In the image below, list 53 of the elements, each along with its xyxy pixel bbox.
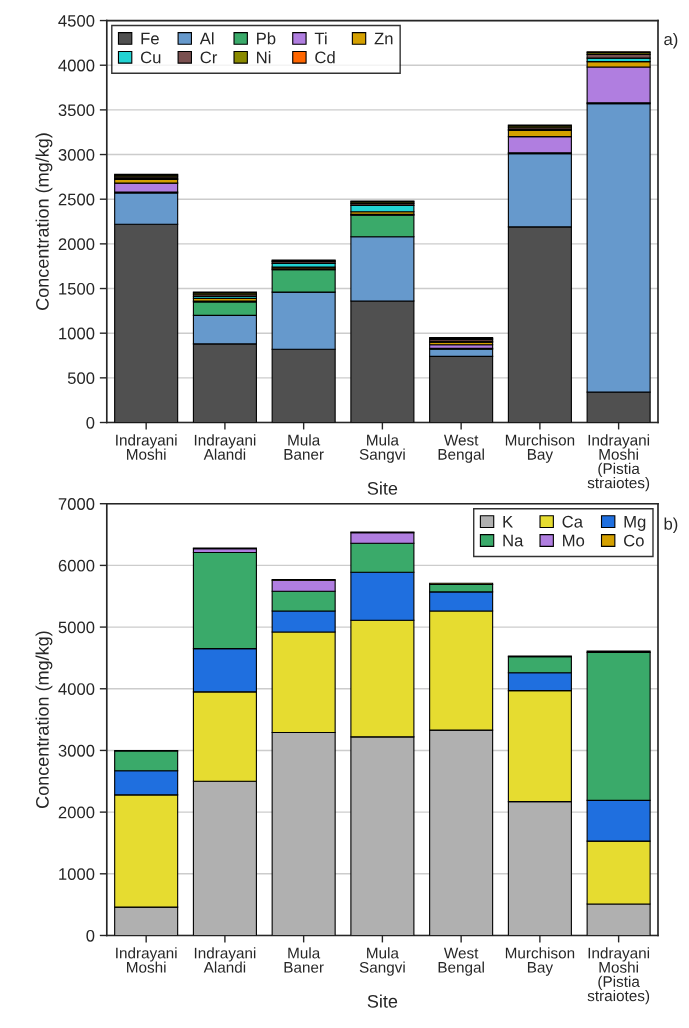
y-tick-label: 3500 [58, 104, 95, 117]
y-tick-label: 500 [67, 372, 95, 385]
legend-label: K [503, 516, 513, 528]
y-tick-label: 1000 [59, 327, 95, 340]
x-axis-title: Site [367, 994, 398, 1008]
x-tick-label: Mula Baner [284, 434, 324, 460]
y-tick-label: 2000 [58, 806, 95, 819]
x-tick-label: Indrayani Moshi (Pistia straiotes) [587, 947, 650, 1005]
y-tick-label: 0 [86, 929, 95, 942]
x-tick-label: West Bengal [438, 947, 484, 976]
legend-label: Cd [315, 51, 335, 64]
legend-label: Cr [200, 51, 218, 64]
legend-label: Ti [314, 32, 327, 45]
x-tick-label: Mula Sangvi [359, 434, 405, 463]
y-tick-label: 5000 [58, 621, 95, 634]
x-tick-label: Indrayani Moshi [116, 434, 177, 460]
y-tick-label: 2500 [58, 193, 95, 206]
y-tick-label: 7000 [58, 498, 95, 510]
y-tick-label: 0 [86, 416, 95, 429]
y-tick-label: 2000 [58, 238, 95, 251]
text: a) [664, 32, 678, 49]
legend-label: Cu [140, 51, 161, 64]
y-tick-label: 1000 [59, 868, 95, 880]
text: b) [664, 517, 678, 534]
legend-label: Co [624, 534, 644, 547]
x-tick-label: Murchison Bay [505, 947, 575, 976]
x-tick-label: Indrayani Moshi (Pistia straiotes) [587, 434, 650, 492]
x-tick-label: West Bengal [438, 434, 484, 463]
legend-label: Zn [374, 32, 393, 45]
legend-label: Mo [563, 534, 585, 547]
y-tick-label: 6000 [58, 559, 95, 572]
x-axis-title: Site [367, 481, 398, 495]
x-tick-label: Indrayani Moshi [116, 947, 177, 973]
y-axis-title: Concentration (mg/kg) [35, 133, 53, 310]
legend-label: Pb [257, 32, 276, 45]
legend-label: Ca [562, 515, 583, 528]
legend-label: Al [199, 32, 214, 45]
x-tick-label: Indrayani Alandi [194, 947, 256, 973]
legend-label: Ni [257, 51, 271, 64]
y-tick-label: 3000 [58, 744, 95, 757]
x-tick-label: Murchison Bay [505, 434, 575, 463]
y-tick-label: 1500 [59, 282, 95, 295]
legend-label: Na [503, 534, 524, 547]
legend-label: Mg [624, 516, 646, 531]
y-tick-label: 4000 [58, 59, 95, 72]
y-tick-label: 4000 [58, 683, 95, 695]
x-tick-label: Indrayani Alandi [194, 434, 256, 460]
legend-label: Fe [141, 32, 159, 45]
y-tick-label: 3000 [58, 148, 95, 161]
y-tick-label: 4500 [58, 14, 95, 27]
x-tick-label: Mula Sangvi [359, 947, 405, 976]
x-tick-label: Mula Baner [284, 947, 324, 973]
y-axis-title: Concentration (mg/kg) [35, 631, 53, 808]
